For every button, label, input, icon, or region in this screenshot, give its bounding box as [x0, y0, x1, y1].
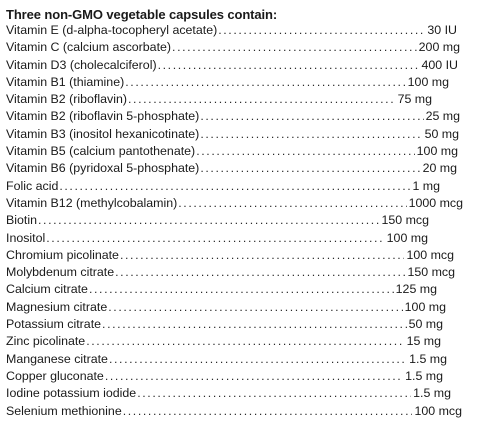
ingredient-row: Vitamin B2 (riboflavin) 75 mg [6, 91, 432, 108]
dot-leader [102, 316, 407, 333]
ingredient-row: Vitamin B6 (pyridoxal 5-phosphate) 20 mg [6, 160, 457, 177]
dot-leader [158, 57, 420, 74]
dot-leader [109, 351, 407, 368]
ingredient-name: Calcium citrate [6, 282, 88, 297]
ingredient-name: Chromium picolinate [6, 247, 119, 262]
dot-leader [218, 22, 425, 39]
ingredient-amount: 50 mg [424, 126, 459, 141]
ingredient-row: Vitamin C (calcium ascorbate) 200 mg [6, 39, 460, 56]
dot-leader [128, 91, 396, 108]
ingredient-name: Vitamin B3 (inositol hexanicotinate) [6, 126, 200, 141]
ingredient-list: Vitamin E (d-alpha-tocopheryl acetate) 30… [6, 22, 483, 420]
ingredient-name: Vitamin D3 (cholecalciferol) [6, 57, 157, 72]
ingredient-amount: 20 mg [422, 161, 457, 176]
ingredient-row: Inositol 100 mg [6, 230, 428, 247]
ingredient-amount: 100 mcg [406, 247, 454, 262]
dot-leader [137, 385, 411, 402]
ingredient-row: Molybdenum citrate 150 mcg [6, 264, 455, 281]
ingredient-name: Zinc picolinate [6, 334, 86, 349]
ingredient-name: Selenium methionine [6, 403, 122, 418]
ingredient-name: Biotin [6, 213, 37, 228]
ingredient-row: Vitamin B2 (riboflavin 5-phosphate) 25 mg [6, 108, 460, 125]
ingredient-amount: 1 mg [412, 178, 440, 193]
dot-leader [196, 143, 414, 160]
ingredient-amount: 150 mcg [407, 265, 455, 280]
dot-leader [123, 403, 413, 420]
ingredient-amount: 1000 mcg [408, 195, 463, 210]
ingredient-amount: 15 mg [406, 334, 441, 349]
ingredient-row: Copper gluconate 1.5 mg [6, 368, 443, 385]
ingredient-row: Calcium citrate 125 mg [6, 281, 437, 298]
ingredient-amount: 1.5 mg [413, 386, 451, 401]
ingredient-amount: 30 IU [427, 23, 457, 37]
ingredient-name: Magnesium citrate [6, 299, 108, 314]
dot-leader [200, 126, 422, 143]
ingredient-name: Vitamin B1 (thiamine) [6, 74, 125, 89]
ingredient-name: Vitamin B2 (riboflavin 5-phosphate) [6, 109, 200, 124]
ingredient-amount: 100 mg [407, 74, 449, 89]
ingredient-row: Iodine potassium iodide 1.5 mg [6, 385, 451, 402]
ingredient-name: Manganese citrate [6, 351, 108, 366]
ingredient-row: Potassium citrate 50 mg [6, 316, 443, 333]
ingredient-row: Vitamin B1 (thiamine) 100 mg [6, 74, 449, 91]
ingredient-amount: 100 mg [416, 144, 458, 159]
supplement-facts-panel: Three non-GMO vegetable capsules contain… [0, 0, 483, 420]
ingredient-row: Vitamin D3 (cholecalciferol) 400 IU [6, 57, 458, 74]
dot-leader [200, 108, 423, 125]
dot-leader [115, 264, 405, 281]
dot-leader [178, 195, 406, 212]
ingredient-name: Vitamin B12 (methylcobalamin) [6, 195, 178, 210]
ingredient-amount: 50 mg [408, 317, 443, 332]
ingredient-amount: 150 mcg [381, 213, 429, 228]
ingredient-row: Vitamin B12 (methylcobalamin) 1000 mcg [6, 195, 463, 212]
dot-leader [59, 178, 410, 195]
panel-heading: Three non-GMO vegetable capsules contain… [6, 7, 278, 22]
ingredient-row: Magnesium citrate 100 mg [6, 299, 446, 316]
ingredient-name: Inositol [6, 230, 46, 245]
ingredient-row: Biotin 150 mcg [6, 212, 429, 229]
ingredient-name: Iodine potassium iodide [6, 386, 137, 401]
ingredient-row: Vitamin E (d-alpha-tocopheryl acetate) 30… [6, 22, 457, 39]
ingredient-name: Vitamin C (calcium ascorbate) [6, 40, 172, 55]
dot-leader [125, 74, 405, 91]
ingredient-name: Folic acid [6, 178, 59, 193]
ingredient-row: Chromium picolinate 100 mcg [6, 247, 454, 264]
ingredient-name: Vitamin B6 (pyridoxal 5-phosphate) [6, 161, 200, 176]
ingredient-amount: 400 IU [421, 57, 458, 72]
dot-leader [172, 39, 417, 56]
ingredient-amount: 100 mcg [414, 403, 462, 418]
ingredient-amount: 25 mg [425, 109, 460, 124]
ingredient-amount: 200 mg [418, 40, 460, 55]
dot-leader [86, 333, 404, 350]
ingredient-row: Vitamin B5 (calcium pantothenate) 100 mg [6, 143, 458, 160]
ingredient-row: Selenium methionine 100 mcg [6, 403, 462, 420]
dot-leader [89, 281, 394, 298]
ingredient-name: Copper gluconate [6, 368, 104, 383]
ingredient-amount: 1.5 mg [405, 368, 443, 383]
dot-leader [46, 230, 384, 247]
ingredient-row: Manganese citrate 1.5 mg [6, 351, 447, 368]
dot-leader [200, 160, 420, 177]
dot-leader [108, 299, 402, 316]
ingredient-amount: 1.5 mg [409, 351, 447, 366]
ingredient-amount: 100 mg [386, 230, 428, 245]
ingredient-name: Molybdenum citrate [6, 265, 115, 280]
ingredient-name: Vitamin E (d-alpha-tocopheryl acetate) [6, 23, 218, 37]
dot-leader [105, 368, 403, 385]
ingredient-amount: 75 mg [397, 92, 432, 107]
ingredient-row: Folic acid 1 mg [6, 178, 440, 195]
ingredient-row: Zinc picolinate 15 mg [6, 333, 441, 350]
ingredient-amount: 125 mg [395, 282, 437, 297]
ingredient-name: Vitamin B2 (riboflavin) [6, 92, 127, 107]
ingredient-name: Vitamin B5 (calcium pantothenate) [6, 144, 196, 159]
dot-leader [38, 212, 379, 229]
ingredient-name: Potassium citrate [6, 317, 102, 332]
ingredient-amount: 100 mg [404, 299, 446, 314]
ingredient-row: Vitamin B3 (inositol hexanicotinate) 50 m… [6, 126, 459, 143]
dot-leader [120, 247, 405, 264]
